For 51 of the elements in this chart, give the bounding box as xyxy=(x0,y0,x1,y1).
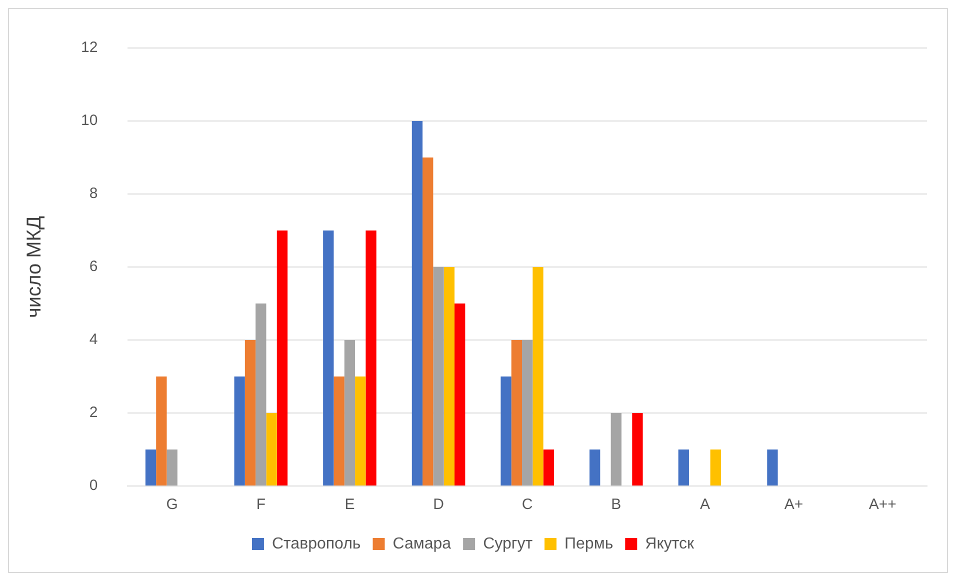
bar xyxy=(366,230,376,486)
legend-label: Самара xyxy=(392,535,452,552)
bar xyxy=(433,267,444,486)
bar xyxy=(767,450,778,486)
bar xyxy=(610,413,622,486)
y-tick-label: 8 xyxy=(89,185,98,202)
legend-label: Ставрополь xyxy=(272,535,361,552)
bar xyxy=(710,450,721,486)
bar xyxy=(145,450,156,486)
bar xyxy=(543,450,554,486)
bar xyxy=(266,413,277,486)
bar xyxy=(323,230,334,486)
y-axis-title: число МКД xyxy=(24,216,46,318)
bar xyxy=(256,304,266,486)
legend-label: Сургут xyxy=(483,535,534,552)
x-tick-label: A xyxy=(700,496,710,514)
bar xyxy=(522,340,533,486)
x-tick-label: E xyxy=(344,496,355,514)
bar xyxy=(454,304,466,486)
bar xyxy=(444,267,455,486)
bar xyxy=(532,267,544,486)
y-tick-label: 0 xyxy=(89,477,98,494)
bar xyxy=(244,340,256,486)
bar xyxy=(344,340,356,486)
bar xyxy=(276,230,288,486)
bar xyxy=(334,376,344,486)
bar xyxy=(166,450,178,486)
legend-label: Пермь xyxy=(564,535,614,552)
bar xyxy=(234,376,245,486)
y-tick-label: 4 xyxy=(89,331,98,348)
x-tick-label: B xyxy=(611,496,622,514)
x-tick-label: D xyxy=(433,496,444,514)
y-tick-label: 10 xyxy=(80,112,98,130)
x-tick-label: A+ xyxy=(784,496,804,514)
bar xyxy=(412,121,423,486)
x-tick-label: F xyxy=(256,496,266,514)
bar xyxy=(632,413,643,486)
bar xyxy=(500,376,512,486)
x-tick-label: A++ xyxy=(868,496,897,514)
bar xyxy=(355,376,366,486)
x-tick-label: G xyxy=(166,496,178,514)
legend-label: Якутск xyxy=(645,535,696,552)
bar xyxy=(678,450,689,486)
y-tick-label: 2 xyxy=(89,404,98,422)
bar xyxy=(590,450,600,486)
bar xyxy=(511,340,522,486)
y-tick-label: 12 xyxy=(80,39,98,56)
bar xyxy=(156,376,167,486)
bar xyxy=(422,158,434,486)
x-tick-label: C xyxy=(522,496,533,514)
y-tick-label: 6 xyxy=(89,258,98,276)
